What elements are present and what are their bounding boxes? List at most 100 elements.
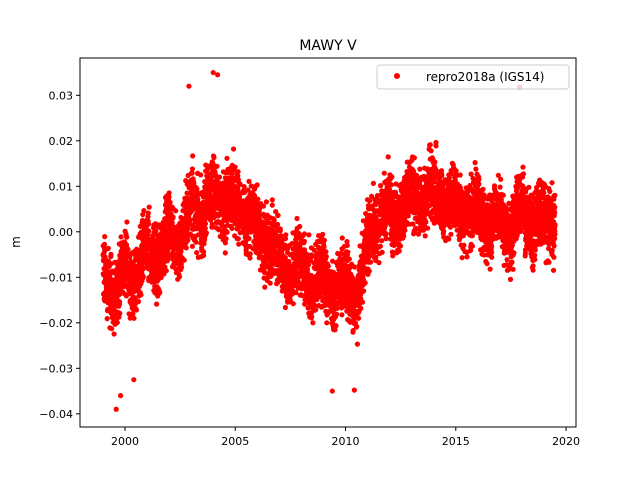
data-point xyxy=(422,223,428,229)
data-point xyxy=(427,184,433,190)
data-point xyxy=(354,341,360,347)
data-point xyxy=(440,230,446,237)
data-point xyxy=(117,299,123,305)
data-point xyxy=(360,260,366,266)
data-point xyxy=(263,199,269,205)
data-point xyxy=(128,262,134,268)
data-point xyxy=(154,301,160,307)
data-point xyxy=(183,240,189,246)
data-point xyxy=(112,307,118,313)
data-point xyxy=(316,303,322,309)
data-point xyxy=(321,257,327,263)
data-point xyxy=(392,240,398,246)
data-point xyxy=(186,213,192,219)
data-point xyxy=(136,283,142,290)
data-point xyxy=(326,274,333,280)
data-point xyxy=(167,242,173,248)
data-point xyxy=(195,254,201,260)
data-point xyxy=(299,292,305,298)
data-point xyxy=(135,299,142,305)
data-point xyxy=(382,232,389,238)
data-point xyxy=(393,202,399,208)
data-point xyxy=(108,251,114,257)
data-point xyxy=(343,284,349,290)
data-point xyxy=(177,252,183,258)
data-point xyxy=(411,228,417,234)
data-point xyxy=(211,162,217,168)
data-point xyxy=(145,228,151,234)
data-point xyxy=(484,261,490,267)
data-point xyxy=(145,210,151,216)
data-point xyxy=(150,244,156,250)
data-point xyxy=(371,255,378,261)
data-point xyxy=(166,190,172,196)
data-point xyxy=(488,242,494,248)
data-point xyxy=(304,273,311,279)
data-point xyxy=(151,229,157,236)
data-point xyxy=(195,170,201,176)
data-point xyxy=(211,169,217,175)
data-point xyxy=(191,237,197,243)
data-point xyxy=(150,225,157,231)
data-point xyxy=(128,291,134,297)
data-point xyxy=(229,212,235,218)
data-point xyxy=(176,271,182,277)
data-point xyxy=(267,226,273,232)
data-point xyxy=(472,160,478,166)
data-point xyxy=(404,169,410,175)
data-point xyxy=(316,258,322,264)
data-point xyxy=(274,281,280,287)
data-point xyxy=(195,201,201,207)
data-point xyxy=(113,314,119,320)
data-point xyxy=(261,225,267,231)
data-point xyxy=(246,252,252,258)
data-point xyxy=(427,156,433,162)
data-point xyxy=(475,214,481,221)
data-point xyxy=(411,168,417,174)
data-point xyxy=(227,189,233,195)
data-point xyxy=(105,245,111,251)
data-point xyxy=(339,246,345,252)
data-point xyxy=(223,236,229,242)
data-point xyxy=(356,315,362,321)
data-point xyxy=(299,267,305,273)
data-point xyxy=(438,196,445,202)
data-point xyxy=(224,155,230,161)
data-point xyxy=(141,256,148,262)
data-point xyxy=(172,228,178,235)
chart-title: MAWY V xyxy=(299,38,357,54)
data-point xyxy=(234,184,240,191)
data-point xyxy=(250,210,256,216)
data-point xyxy=(201,237,207,243)
data-point xyxy=(136,293,142,299)
data-point xyxy=(324,320,330,326)
data-point xyxy=(345,266,352,272)
data-point xyxy=(194,188,200,194)
data-point xyxy=(175,276,181,282)
data-point xyxy=(310,320,316,326)
data-point xyxy=(260,203,267,209)
data-point xyxy=(278,235,284,241)
data-point xyxy=(398,228,404,234)
data-point xyxy=(473,166,479,172)
data-point xyxy=(206,164,212,171)
data-point xyxy=(224,229,230,235)
data-point xyxy=(345,249,351,255)
data-point xyxy=(283,290,289,296)
data-point xyxy=(217,204,223,211)
data-point xyxy=(282,304,288,311)
data-point xyxy=(334,305,340,311)
data-point xyxy=(222,250,228,256)
data-point xyxy=(277,228,283,234)
data-point xyxy=(421,173,427,179)
data-point xyxy=(317,280,323,286)
data-point xyxy=(365,255,371,261)
data-point xyxy=(464,191,470,197)
data-point xyxy=(126,254,132,260)
data-point xyxy=(100,243,106,249)
data-point xyxy=(421,184,427,190)
data-point xyxy=(232,164,238,170)
data-point xyxy=(351,264,358,270)
data-point xyxy=(128,296,135,303)
data-point xyxy=(354,323,360,330)
